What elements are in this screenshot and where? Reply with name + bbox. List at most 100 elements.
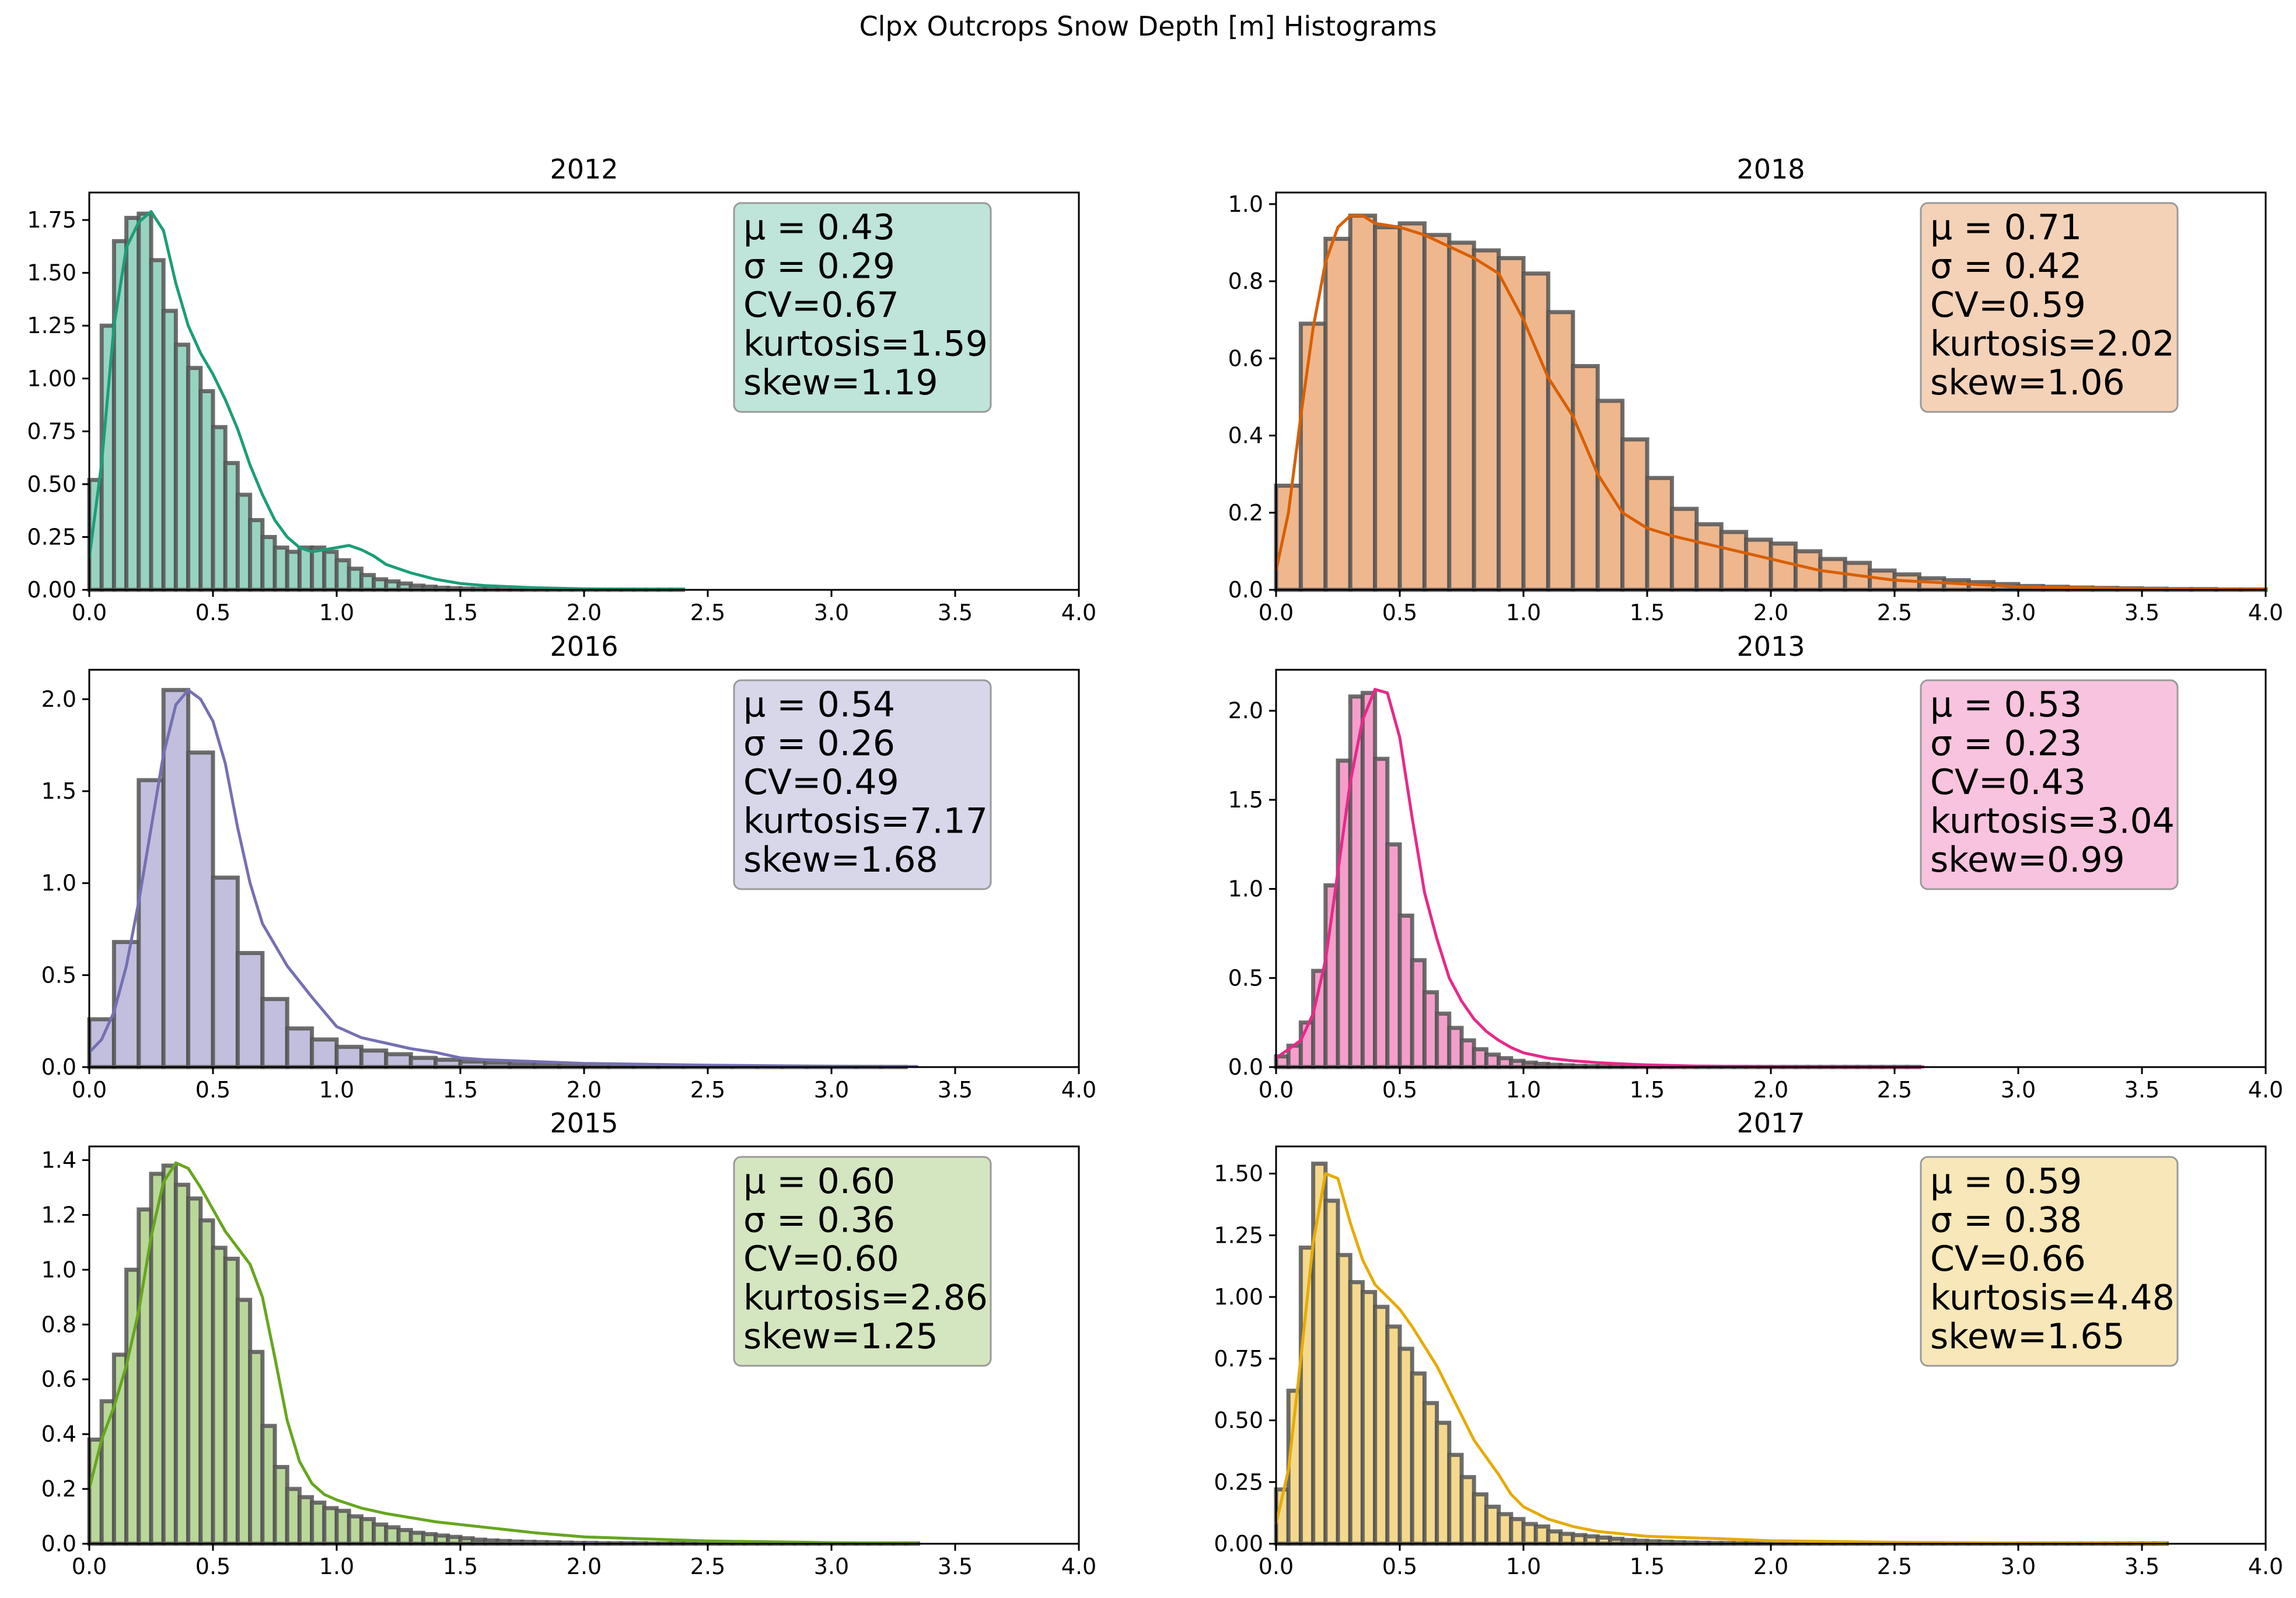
x-tick-label: 2.0 — [567, 600, 602, 625]
x-tick-label: 3.5 — [938, 600, 973, 625]
histogram-bar — [434, 1057, 463, 1069]
histogram-bar — [1744, 537, 1773, 592]
stats-line: CV=0.67 — [743, 285, 899, 326]
x-tick-label: 0.5 — [195, 1077, 230, 1103]
stats-line: kurtosis=7.17 — [743, 801, 988, 842]
histogram-bar — [1694, 522, 1724, 592]
y-tick-label: 0.8 — [41, 1312, 76, 1337]
y-tick-label: 0.00 — [1214, 1531, 1263, 1557]
x-tick-label: 3.5 — [938, 1554, 973, 1579]
stats-line: CV=0.66 — [1930, 1239, 2086, 1279]
x-tick-label: 0.5 — [1382, 600, 1417, 625]
stats-box — [733, 202, 992, 413]
x-tick-label: 2.0 — [1753, 600, 1788, 625]
y-tick-label: 1.2 — [41, 1202, 76, 1228]
x-tick-label: 2.5 — [1877, 1554, 1912, 1579]
y-tick-label: 2.0 — [41, 686, 76, 712]
stats-line: CV=0.59 — [1930, 285, 2086, 326]
stats-line: σ = 0.23 — [1930, 723, 2082, 764]
stats-line: σ = 0.36 — [743, 1200, 895, 1241]
y-tick-label: 0.25 — [27, 524, 76, 550]
x-tick-label: 1.5 — [443, 1554, 478, 1579]
stats-box — [733, 1156, 992, 1367]
y-tick-label: 0.50 — [27, 471, 76, 497]
x-tick-label: 1.5 — [1630, 1077, 1665, 1103]
x-tick-label: 1.0 — [1506, 1554, 1541, 1579]
histogram-bar — [1298, 321, 1328, 592]
x-tick-label: 2.5 — [690, 1554, 725, 1579]
x-tick-label: 2.5 — [690, 1077, 725, 1103]
x-tick-label: 1.0 — [1506, 1077, 1541, 1103]
kde-line — [88, 1161, 918, 1545]
histogram-bar — [235, 951, 265, 1069]
y-tick-label: 0.6 — [41, 1366, 76, 1392]
x-tick-label: 2.5 — [1877, 600, 1912, 625]
x-tick-label: 4.0 — [2248, 1077, 2283, 1103]
subplot-2013: 0.0 0.5 1.0 1.5 2.0 2.5 3.0 3.5 4.0 0.0 0.5 1.0 1.5 2… — [1228, 631, 2284, 1103]
x-tick-label: 0.5 — [195, 1554, 230, 1579]
y-tick-label: 1.0 — [1228, 191, 1263, 217]
stats-line: skew=1.65 — [1930, 1316, 2125, 1357]
subplot-title: 2012 — [550, 153, 618, 185]
y-tick-label: 0.6 — [1228, 345, 1263, 371]
stats-line: kurtosis=2.02 — [1930, 324, 2175, 365]
y-tick-label: 0.5 — [1228, 965, 1263, 991]
histogram-bar — [1323, 236, 1353, 592]
stats-line: kurtosis=4.48 — [1930, 1278, 2175, 1319]
x-tick-label: 0.5 — [1382, 1554, 1417, 1579]
subplot-title: 2017 — [1736, 1107, 1805, 1139]
histogram-bar — [1669, 506, 1699, 592]
histogram-bar — [161, 688, 191, 1069]
x-tick-label: 3.5 — [2124, 1077, 2159, 1103]
stats-line: skew=0.99 — [1930, 840, 2125, 880]
y-tick-label: 0.25 — [1214, 1469, 1263, 1495]
y-tick-label: 1.5 — [41, 778, 76, 804]
x-tick-label: 1.5 — [443, 1077, 478, 1103]
histogram-bar — [384, 1052, 413, 1069]
x-tick-label: 3.0 — [814, 1077, 849, 1103]
histogram-bar — [1373, 225, 1402, 592]
histogram-bar — [359, 1048, 389, 1069]
histogram-bar — [1422, 233, 1452, 592]
stats-line: σ = 0.26 — [743, 723, 895, 764]
histogram-bar — [186, 750, 215, 1069]
stats-line: CV=0.49 — [743, 762, 899, 803]
stats-line: CV=0.43 — [1930, 762, 2086, 803]
histogram-bar — [310, 1037, 339, 1069]
y-tick-label: 0.75 — [1214, 1346, 1263, 1372]
x-tick-label: 1.0 — [1506, 600, 1541, 625]
histogram-bar — [87, 1017, 116, 1069]
stats-line: skew=1.68 — [743, 840, 938, 880]
stats-line: skew=1.06 — [1930, 362, 2125, 403]
stats-line: kurtosis=2.86 — [743, 1278, 988, 1319]
y-tick-label: 0.0 — [41, 1531, 76, 1557]
x-tick-label: 3.0 — [814, 1554, 849, 1579]
x-tick-label: 3.5 — [2124, 1554, 2159, 1579]
subplot-2017: 0.0 0.5 1.0 1.5 2.0 2.5 3.0 3.5 4.0 0.00 0.25 0.50 0… — [1214, 1107, 2283, 1579]
x-tick-label: 3.0 — [2001, 1077, 2036, 1103]
y-tick-label: 1.75 — [27, 207, 76, 233]
x-tick-label: 0.0 — [72, 1554, 107, 1579]
x-tick-label: 2.0 — [1753, 1077, 1788, 1103]
histogram-bar — [1719, 530, 1749, 592]
stats-line: μ = 0.59 — [1930, 1161, 2082, 1202]
x-tick-label: 2.0 — [567, 1554, 602, 1579]
y-tick-label: 0.4 — [1228, 423, 1263, 449]
figure-title: Clpx Outcrops Snow Depth [m] Histograms — [859, 11, 1437, 42]
x-tick-label: 0.0 — [1259, 1077, 1294, 1103]
stats-line: kurtosis=1.59 — [743, 324, 988, 365]
x-tick-label: 4.0 — [1061, 1554, 1096, 1579]
subplot-2018: 0.0 0.5 1.0 1.5 2.0 2.5 3.0 3.5 4.0 0.0 0.2 0.4 0.6 0… — [1228, 153, 2284, 625]
y-tick-label: 0.2 — [41, 1476, 76, 1502]
y-tick-label: 0.2 — [1228, 500, 1263, 526]
x-tick-label: 0.0 — [72, 1077, 107, 1103]
x-tick-label: 3.5 — [2124, 600, 2159, 625]
subplot-2016: 0.0 0.5 1.0 1.5 2.0 2.5 3.0 3.5 4.0 0.0 0.5 1.0 1.5 2… — [41, 631, 1097, 1103]
x-tick-label: 0.0 — [1259, 1554, 1294, 1579]
x-tick-label: 1.5 — [1630, 1554, 1665, 1579]
y-tick-label: 0.00 — [27, 577, 76, 603]
y-tick-label: 0.4 — [41, 1421, 76, 1447]
stats-line: CV=0.60 — [743, 1239, 899, 1279]
y-tick-label: 1.0 — [41, 1257, 76, 1282]
